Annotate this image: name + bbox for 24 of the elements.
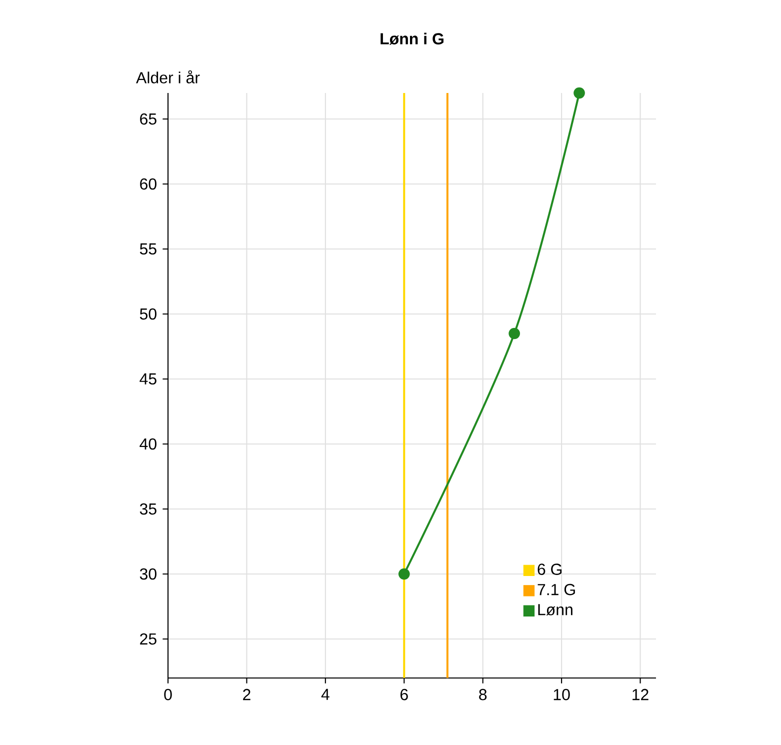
x-tick-label: 12 — [632, 688, 648, 700]
point — [508, 328, 520, 340]
legend-label: 7.1 G — [538, 584, 575, 596]
legend-label: Lønn — [538, 604, 572, 616]
x-tick-label: 2 — [243, 688, 250, 700]
y-tick-label: 45 — [140, 373, 156, 385]
x-tick-label: 8 — [479, 688, 487, 700]
y-tick-label: 30 — [140, 568, 156, 580]
y-tick-label: 40 — [140, 438, 156, 450]
legend-label: 6 G — [538, 564, 562, 575]
chart-title: Lønn i G — [380, 32, 444, 45]
y-axis-title: Alder i år — [136, 70, 200, 84]
x-tick-label: 10 — [554, 688, 570, 700]
point — [398, 568, 410, 580]
y-tick-label: 55 — [140, 243, 156, 255]
y-tick-label: 50 — [140, 308, 156, 320]
y-tick-label: 60 — [140, 178, 156, 190]
y-tick-label: 35 — [140, 503, 156, 515]
y-tick-label: 65 — [140, 113, 156, 125]
x-tick-label: 6 — [400, 688, 408, 700]
point — [574, 87, 585, 99]
x-tick-label: 4 — [321, 688, 330, 700]
y-tick-label: 25 — [140, 633, 156, 645]
x-tick-label: 0 — [164, 688, 172, 700]
